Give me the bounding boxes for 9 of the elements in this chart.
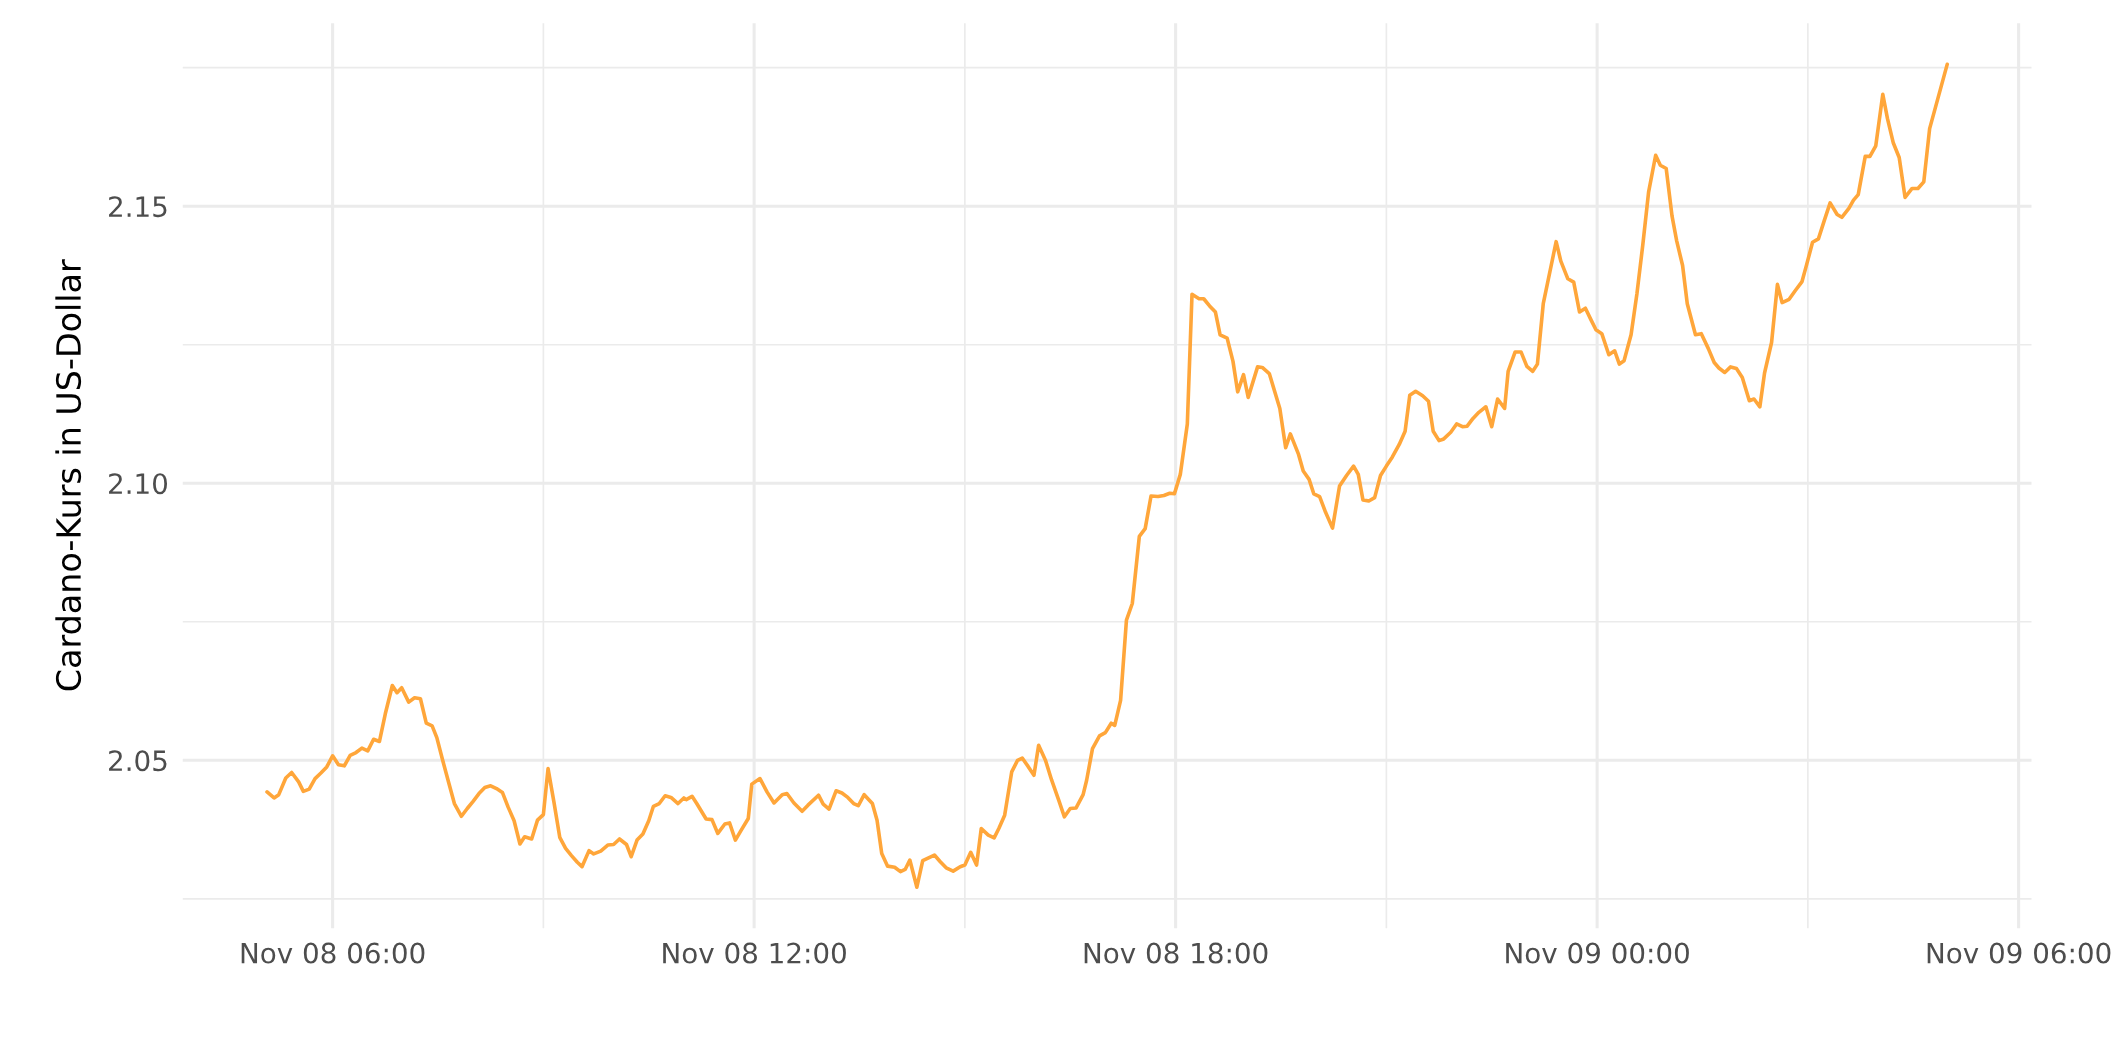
y-tick-label: 2.05 [109, 750, 167, 772]
x-tick-label: Nov 09 00:00 [1506, 942, 1689, 964]
x-tick-label: Nov 08 06:00 [241, 942, 425, 964]
x-tick-label: Nov 09 06:00 [1927, 942, 2111, 964]
y-tick-label: 2.15 [109, 196, 167, 218]
x-tick-label: Nov 08 12:00 [663, 942, 846, 964]
x-tick-label: Nov 08 18:00 [1084, 942, 1268, 964]
y-tick-label: 2.10 [109, 473, 168, 495]
y-axis-title: Cardano-Kurs in US-Dollar [55, 259, 82, 691]
